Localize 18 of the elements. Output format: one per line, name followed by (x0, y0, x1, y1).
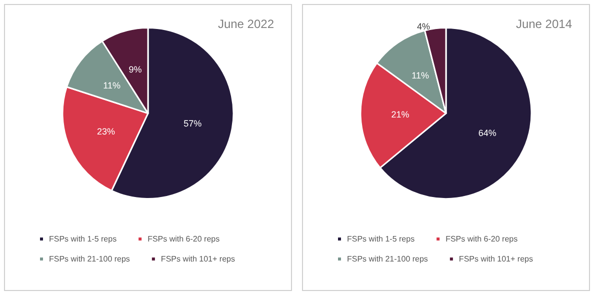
data-label: 57% (184, 118, 202, 128)
data-label: 21% (391, 110, 410, 120)
legend-label: FSPs with 21-100 reps (49, 254, 130, 264)
data-label: 11% (103, 80, 121, 90)
legend-label: FSPs with 101+ reps (160, 254, 235, 264)
chart-title: June 2022 (218, 17, 274, 31)
data-label: 11% (412, 70, 429, 80)
chart-title: June 2014 (516, 17, 572, 31)
legend-label: FSPs with 6-20 reps (148, 234, 220, 244)
legend-label: FSPs with 1-5 reps (49, 234, 117, 244)
legend-label: FSPs with 1-5 reps (347, 234, 415, 244)
legend-label: FSPs with 21-100 reps (347, 254, 428, 264)
legend-label: FSPs with 6-20 reps (446, 234, 518, 244)
data-label: 9% (128, 64, 142, 74)
data-label: 4% (417, 21, 430, 32)
legend-label: FSPs with 101+ reps (458, 254, 533, 264)
data-label: 23% (97, 126, 116, 136)
data-label: 64% (478, 128, 496, 138)
